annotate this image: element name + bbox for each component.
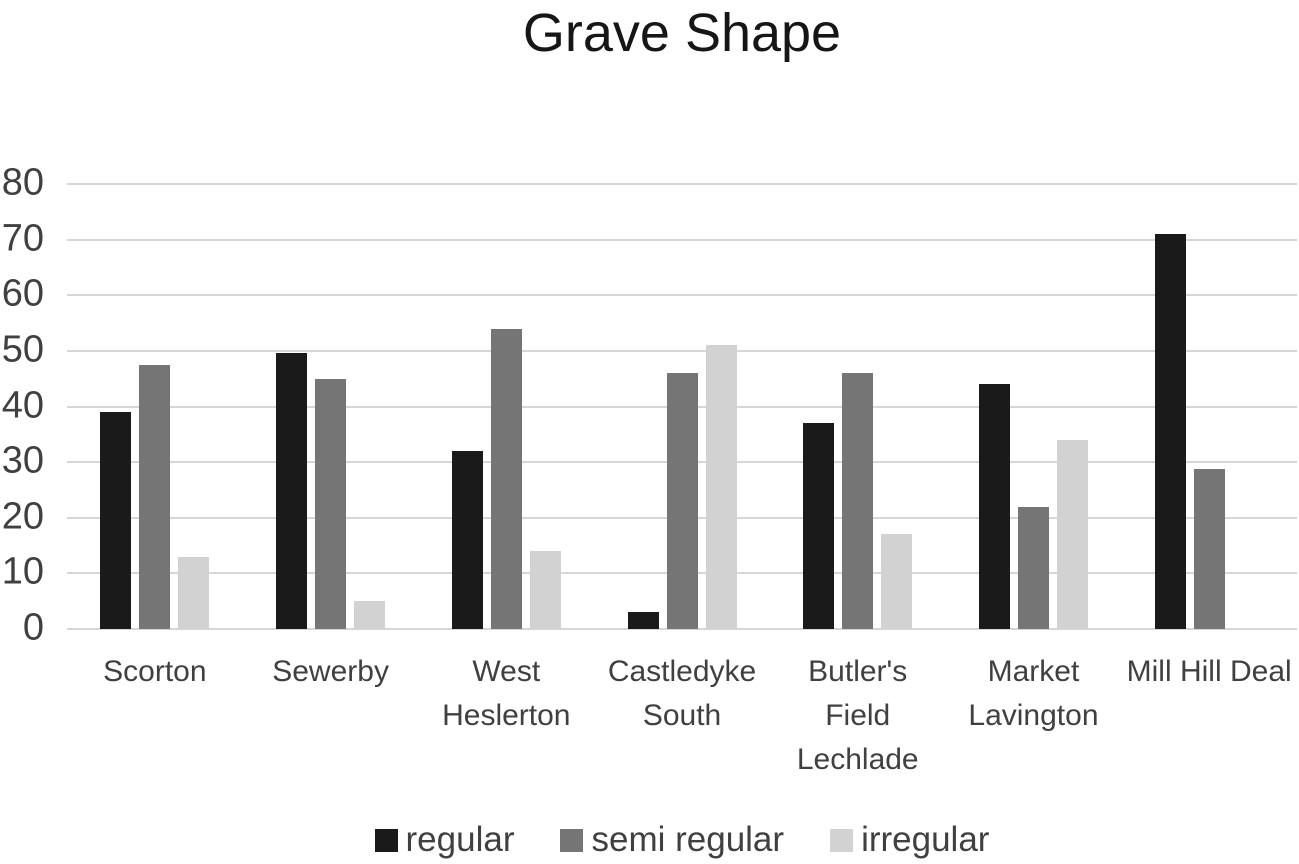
gridline — [67, 628, 1297, 630]
y-tick-label: 40 — [1, 384, 44, 427]
y-tick-label: 10 — [1, 551, 44, 594]
legend-label: regular — [405, 820, 515, 859]
x-category-label: Mill Hill Deal — [1126, 655, 1292, 688]
bar-irregular — [529, 551, 561, 629]
legend-swatch — [560, 828, 584, 852]
bar-regular — [100, 412, 132, 629]
bar-group — [243, 184, 419, 629]
bar-regular — [627, 612, 659, 629]
legend-item-irregular: irregular — [830, 820, 989, 860]
bar-regular — [1154, 234, 1186, 629]
bar-semi-regular — [842, 373, 874, 629]
legend-swatch — [830, 828, 854, 852]
x-category-label: Sewerby — [272, 655, 389, 688]
x-category-label: Scorton — [103, 655, 207, 688]
y-tick-label: 60 — [1, 272, 44, 315]
gridline — [67, 183, 1297, 185]
bar-group — [1121, 184, 1297, 629]
bar-irregular — [1056, 439, 1088, 629]
bar-group — [770, 184, 946, 629]
legend-label: semi regular — [591, 820, 785, 859]
bar-regular — [451, 451, 483, 629]
bar-group — [946, 184, 1122, 629]
x-category-label: Butler's Field Lechlade — [796, 655, 919, 776]
legend-item-regular: regular — [374, 820, 515, 860]
y-tick-label: 0 — [22, 606, 44, 649]
x-axis-labels: Scorton Sewerby West Heslerton Castledyke Sou… — [67, 650, 1297, 782]
bar-regular — [978, 384, 1010, 629]
bar-group — [67, 184, 243, 629]
legend-item-semi-regular: semi regular — [560, 820, 784, 860]
y-tick-label: 50 — [1, 328, 44, 371]
legend: regular semi regular irregular — [67, 820, 1297, 860]
bar-semi-regular — [1017, 506, 1049, 629]
bar-irregular — [881, 534, 913, 629]
y-tick-label: 20 — [1, 495, 44, 538]
bar-irregular — [705, 345, 737, 629]
x-category-label: Market Lavington — [968, 655, 1099, 732]
y-axis-labels: 0 10 20 30 40 50 60 70 80 — [0, 162, 46, 649]
gridline — [67, 238, 1297, 241]
x-category-label: Castledyke South — [607, 655, 757, 732]
y-tick-label: 30 — [1, 439, 44, 482]
bar-group — [418, 184, 594, 629]
gridline — [67, 294, 1297, 297]
bar-regular — [276, 352, 308, 629]
bar-groups — [67, 184, 1297, 629]
plot-area — [67, 183, 1297, 630]
y-tick-label: 80 — [1, 161, 44, 204]
bar-semi-regular — [315, 378, 347, 629]
bar-regular — [803, 423, 835, 629]
bar-irregular — [178, 556, 210, 629]
x-category-label: West Heslerton — [442, 655, 571, 732]
legend-swatch — [374, 828, 398, 852]
gridline — [67, 349, 1297, 352]
legend-label: irregular — [861, 820, 990, 859]
y-tick-label: 70 — [1, 217, 44, 260]
bar-semi-regular — [1193, 469, 1225, 629]
bar-semi-regular — [490, 328, 522, 629]
bar-irregular — [354, 601, 386, 629]
chart-title: Grave Shape — [522, 3, 842, 63]
bar-group — [594, 184, 770, 629]
bar-semi-regular — [666, 373, 698, 629]
bar-semi-regular — [139, 364, 171, 629]
